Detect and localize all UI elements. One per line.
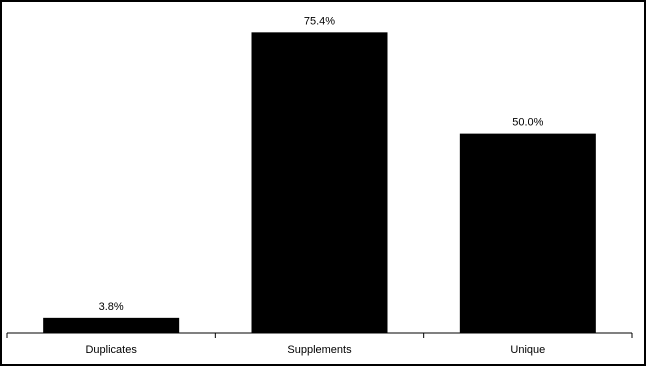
labels-layer: 3.8% Duplicates 75.4% Supplements 50.0% Uniqu… <box>85 15 545 356</box>
x-axis-ticks <box>6 333 633 338</box>
x-tick-label-unique: Unique <box>510 344 545 356</box>
bar-duplicates <box>43 317 180 333</box>
data-label-unique: 50.0% <box>512 117 543 129</box>
bar-unique <box>459 133 596 333</box>
data-label-supplements: 75.4% <box>304 15 335 27</box>
x-tick-label-supplements: Supplements <box>287 344 352 356</box>
data-label-duplicates: 3.8% <box>99 301 124 313</box>
bars-layer <box>43 32 596 333</box>
bar-supplements <box>251 32 388 333</box>
x-tick-label-duplicates: Duplicates <box>85 344 137 356</box>
